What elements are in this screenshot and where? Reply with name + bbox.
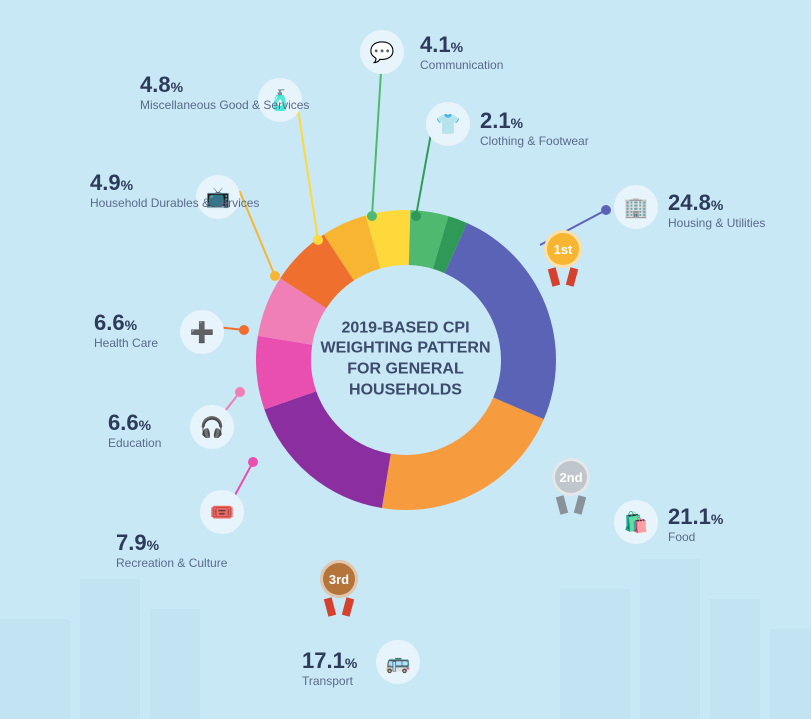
callout-percent: 7.9% bbox=[116, 530, 227, 555]
callout: 7.9% Recreation & Culture bbox=[116, 530, 227, 571]
donut-slice bbox=[381, 397, 543, 509]
donut-chart: 2019-BASED CPI WEIGHTING PATTERN FOR GEN… bbox=[256, 210, 556, 510]
callout: 21.1% Food bbox=[668, 504, 723, 545]
callout-label: Food bbox=[668, 531, 723, 545]
callout-percent: 4.9% bbox=[90, 170, 259, 195]
callout-percent: 24.8% bbox=[668, 190, 765, 215]
callout-label: Clothing & Footwear bbox=[480, 135, 589, 149]
rank-badge: 3rd bbox=[318, 560, 360, 612]
callout-percent: 6.6% bbox=[94, 310, 158, 335]
category-icon: 🚌 bbox=[376, 640, 420, 684]
callout-percent: 17.1% bbox=[302, 648, 357, 673]
category-icon: 👕 bbox=[426, 102, 470, 146]
rank-badge: 1st bbox=[542, 230, 584, 282]
category-icon: 💬 bbox=[360, 30, 404, 74]
callout: 2.1% Clothing & Footwear bbox=[480, 108, 589, 149]
callout-label: Health Care bbox=[94, 337, 158, 351]
callout-percent: 6.6% bbox=[108, 410, 161, 435]
callout-label: Housing & Utilities bbox=[668, 217, 765, 231]
callout-label: Transport bbox=[302, 675, 357, 689]
callout: 17.1% Transport bbox=[302, 648, 357, 689]
category-icon: 🎧 bbox=[190, 405, 234, 449]
leader-dot bbox=[248, 457, 258, 467]
leader-dot bbox=[239, 325, 249, 335]
rank-badge-circle: 1st bbox=[544, 230, 582, 268]
callout-percent: 4.8% bbox=[140, 72, 309, 97]
callout-label: Education bbox=[108, 437, 161, 451]
callout-percent: 4.1% bbox=[420, 32, 503, 57]
category-icon: ➕ bbox=[180, 310, 224, 354]
callout-label: Communication bbox=[420, 59, 503, 73]
leader-dot bbox=[270, 271, 280, 281]
callout-percent: 2.1% bbox=[480, 108, 589, 133]
chart-center-title: 2019-BASED CPI WEIGHTING PATTERN FOR GEN… bbox=[306, 318, 506, 401]
center-line-1: 2019-BASED CPI bbox=[306, 318, 506, 339]
category-icon: 🎟️ bbox=[200, 490, 244, 534]
leader-dot bbox=[235, 387, 245, 397]
callout: 6.6% Education bbox=[108, 410, 161, 451]
leader-dot bbox=[411, 211, 421, 221]
rank-badge-circle: 3rd bbox=[320, 560, 358, 598]
category-icon: 🏢 bbox=[614, 185, 658, 229]
callout: 4.8% Miscellaneous Good & Services bbox=[140, 72, 309, 113]
callout: 4.1% Communication bbox=[420, 32, 503, 73]
center-line-3: FOR GENERAL bbox=[306, 360, 506, 381]
leader-dot bbox=[313, 235, 323, 245]
callout-percent: 21.1% bbox=[668, 504, 723, 529]
callout-label: Miscellaneous Good & Services bbox=[140, 99, 309, 113]
callout-label: Recreation & Culture bbox=[116, 557, 227, 571]
center-line-2: WEIGHTING PATTERN bbox=[306, 339, 506, 360]
rank-badge-circle: 2nd bbox=[552, 458, 590, 496]
callout: 4.9% Household Durables & Services bbox=[90, 170, 259, 211]
leader-dot bbox=[601, 205, 611, 215]
category-icon: 🛍️ bbox=[614, 500, 658, 544]
callout-label: Household Durables & Services bbox=[90, 197, 259, 211]
center-line-4: HOUSEHOLDS bbox=[306, 380, 506, 401]
callout: 24.8% Housing & Utilities bbox=[668, 190, 765, 231]
leader-dot bbox=[367, 211, 377, 221]
callout: 6.6% Health Care bbox=[94, 310, 158, 351]
rank-badge: 2nd bbox=[550, 458, 592, 510]
donut-slice bbox=[264, 391, 390, 508]
